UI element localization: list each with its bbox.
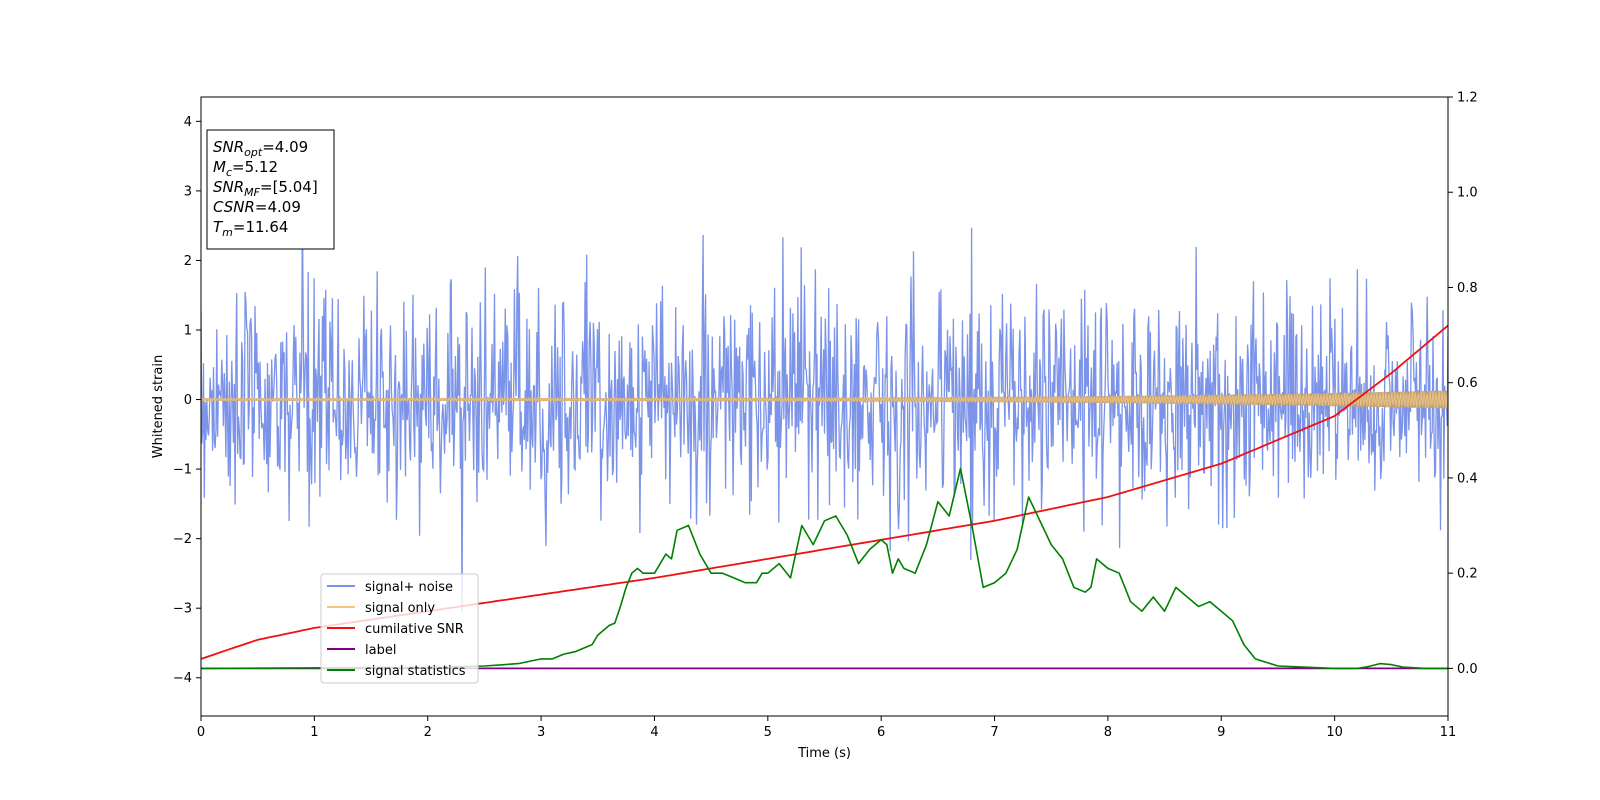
y-tick-label: 1 xyxy=(184,323,192,338)
y2-tick-label: 1.2 xyxy=(1457,91,1478,106)
legend-signal-statistics: signal statistics xyxy=(365,664,466,679)
legend-signal-noise: signal+ noise xyxy=(365,580,453,595)
x-tick-label: 3 xyxy=(537,725,545,740)
annotation-frame xyxy=(206,129,335,250)
y2-tick-label: 0.0 xyxy=(1457,662,1478,677)
annotation-line: CSNR=4.09 xyxy=(213,198,301,216)
legend-signal-only: signal only xyxy=(365,601,435,616)
legend: signal+ noise signal only cumilative SNR la… xyxy=(320,573,479,684)
y-tick-label: −3 xyxy=(173,602,192,617)
annotation-line: Tm=11.64 xyxy=(213,218,288,239)
y-tick-label: 2 xyxy=(184,254,192,269)
y2-tick-label: 0.6 xyxy=(1457,376,1478,391)
x-axis: 0 1 2 3 4 5 6 7 8 9 10 11 xyxy=(197,716,1456,740)
legend-cumulative-snr: cumilative SNR xyxy=(365,622,464,637)
x-tick-label: 9 xyxy=(1217,725,1225,740)
annotation-line: SNRopt=4.09 xyxy=(213,138,308,159)
y-axis-left: −4 −3 −2 −1 0 1 2 3 4 xyxy=(173,115,201,686)
x-axis-label: Time (s) xyxy=(797,746,851,761)
x-tick-label: 8 xyxy=(1104,725,1112,740)
series-signal-noise xyxy=(201,207,1448,613)
y-tick-label: −4 xyxy=(173,671,192,686)
y-axis-right: 0.0 0.2 0.4 0.6 0.8 1.0 1.2 xyxy=(1448,91,1478,677)
y2-tick-label: 0.8 xyxy=(1457,281,1478,296)
y-tick-label: −1 xyxy=(173,463,192,478)
x-tick-label: 10 xyxy=(1326,725,1343,740)
x-tick-label: 0 xyxy=(197,725,205,740)
series-signal-only xyxy=(201,390,1448,409)
y-axis-label: Whitened strain xyxy=(151,355,166,458)
annotation-line: SNRMF=[5.04] xyxy=(213,178,318,199)
x-tick-label: 4 xyxy=(650,725,658,740)
x-tick-label: 11 xyxy=(1440,725,1457,740)
x-tick-label: 7 xyxy=(990,725,998,740)
series-signal-statistics xyxy=(201,467,1448,670)
x-tick-label: 1 xyxy=(310,725,318,740)
y2-tick-label: 0.4 xyxy=(1457,471,1478,486)
legend-frame xyxy=(320,573,479,684)
y-tick-label: −2 xyxy=(173,532,192,547)
y-tick-label: 4 xyxy=(184,115,192,130)
legend-label: label xyxy=(365,643,396,658)
plot-frame xyxy=(200,96,1449,717)
annotation-line: Mc=5.12 xyxy=(213,158,278,179)
x-tick-label: 2 xyxy=(424,725,432,740)
x-tick-label: 5 xyxy=(764,725,772,740)
y-tick-label: 3 xyxy=(184,184,192,199)
y2-tick-label: 0.2 xyxy=(1457,567,1478,582)
x-tick-label: 6 xyxy=(877,725,885,740)
y-tick-label: 0 xyxy=(184,393,192,408)
y2-tick-label: 1.0 xyxy=(1457,186,1478,201)
